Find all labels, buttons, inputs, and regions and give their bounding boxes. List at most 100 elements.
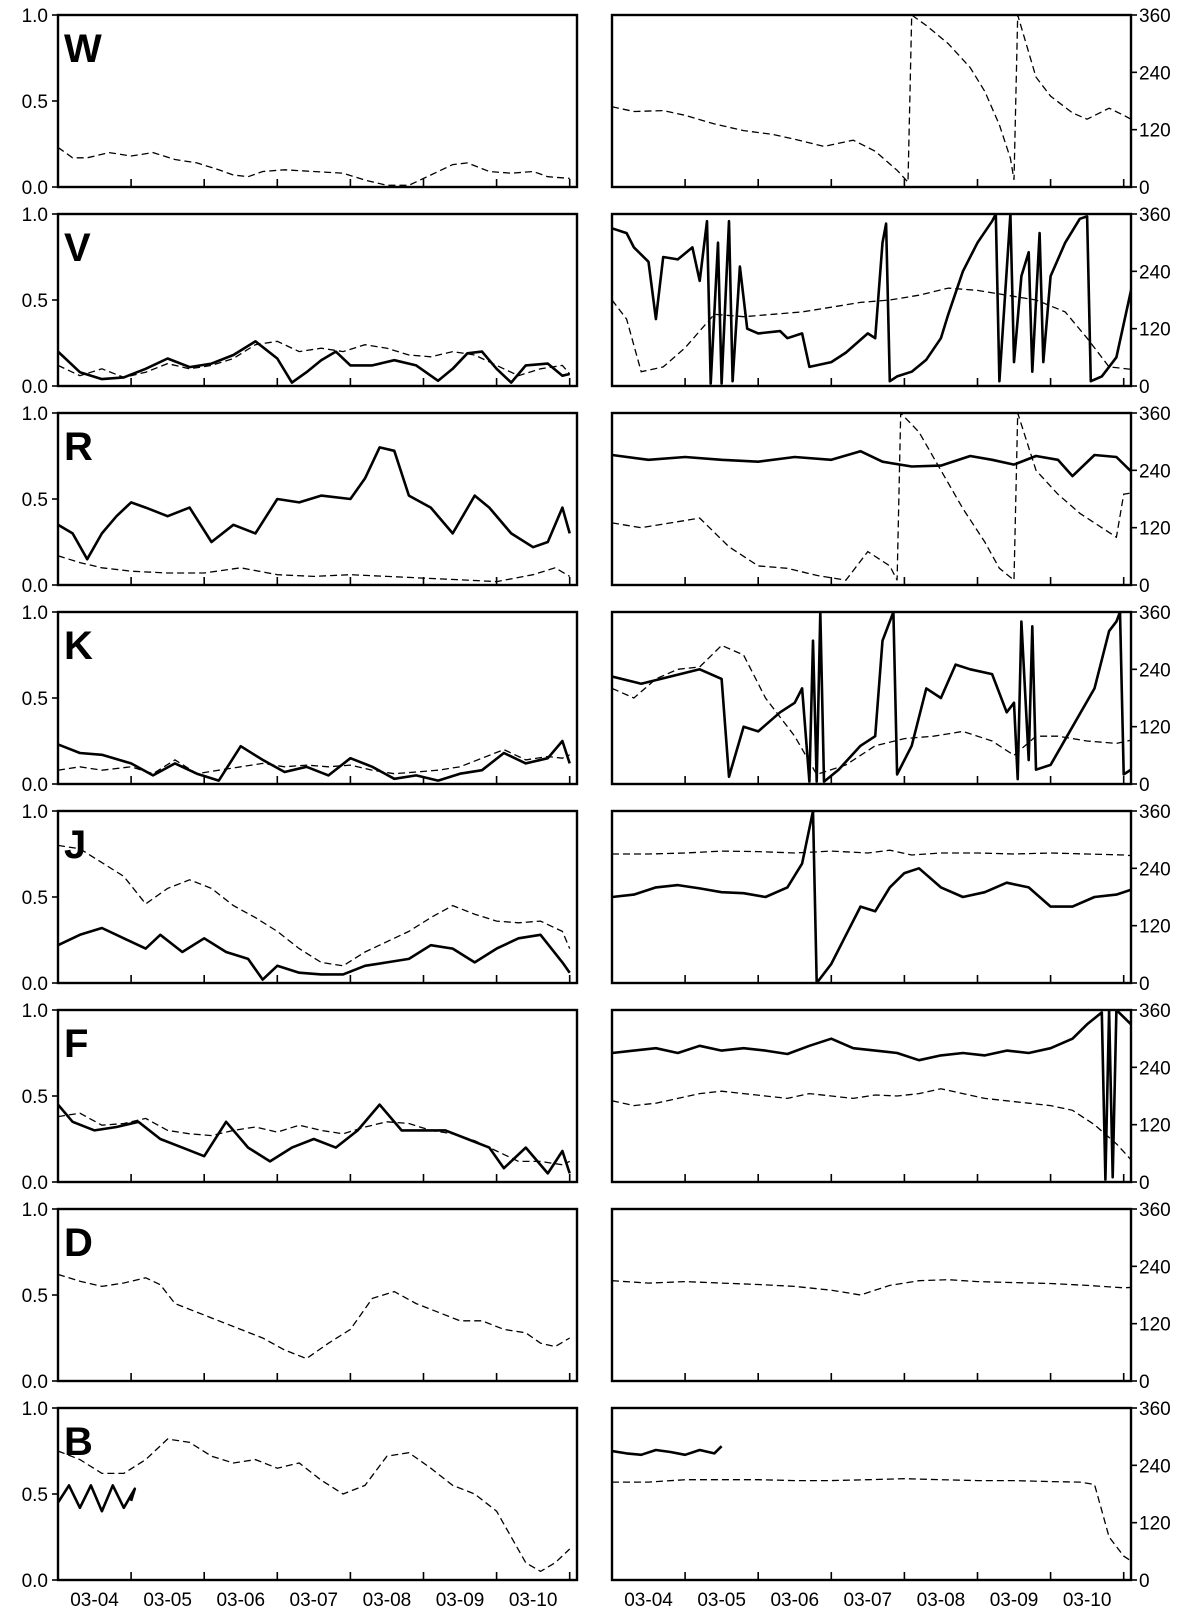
solid-series-left [58,446,571,561]
solid-series-right [612,214,1131,385]
right-y-tick-label: 360 [1139,1200,1171,1221]
right-panel-f: 0 120 240 360 [610,1001,1171,1194]
solid-series-right [612,612,1131,783]
x-tick-label-right: 03-07 [844,1590,893,1611]
right-y-tick-label: 240 [1139,1257,1171,1278]
right-panel-k: 0 120 240 360 [610,603,1171,796]
dashed-series-left [58,748,570,775]
right-y-tick-label: 360 [1139,603,1171,624]
right-panel-frame [610,809,1133,985]
left-y-tick-label: 0.0 [22,775,48,796]
panel-row-r: 0.0 0.5 1.0 R 0 120 240 360 [22,404,1171,597]
right-panel-d: 0 120 240 360 [610,1200,1171,1393]
right-panel-w: 0 120 240 360 [610,6,1171,199]
panel-label-f: F [64,1022,88,1066]
left-y-tick-label: 0.0 [22,576,48,597]
dashed-series-right [612,849,1131,857]
right-y-tick-label: 0 [1139,1173,1150,1194]
right-panel-frame [610,1008,1133,1184]
left-panel-f: 0.0 0.5 1.0 F [22,1001,579,1194]
panel-row-f: 0.0 0.5 1.0 F 0 120 240 360 [22,1001,1171,1194]
right-y-tick-label: 0 [1139,178,1150,199]
left-panel-k: 0.0 0.5 1.0 K [22,603,579,796]
left-y-tick-label: 0.5 [22,1286,48,1307]
dashed-series-left [58,844,571,967]
dashed-series-left [58,1273,571,1360]
right-y-tick-label: 0 [1139,775,1150,796]
left-y-tick-label: 1.0 [22,1399,48,1420]
left-y-tick-label: 0.5 [22,689,48,710]
panel-row-j: 0.0 0.5 1.0 J 0 120 240 360 [22,802,1171,995]
left-panel-b: 0.0 0.5 1.0 B [22,1399,579,1592]
right-y-tick-label: 240 [1139,859,1171,880]
dashed-series-right [612,1279,1131,1296]
right-y-tick-label: 360 [1139,404,1171,425]
right-panel-frame [610,1406,1133,1582]
dashed-series-right [612,644,1131,776]
x-tick-label-left: 03-05 [143,1590,192,1611]
right-y-tick-label: 0 [1139,576,1150,597]
x-axis-left: 03-04 03-05 03-06 03-07 03-08 03-09 03-10 [70,1590,557,1611]
right-panel-b: 0 120 240 360 [610,1399,1171,1592]
right-y-tick-label: 240 [1139,262,1171,283]
left-panel-d: 0.0 0.5 1.0 D [22,1200,579,1393]
right-y-tick-label: 0 [1139,1372,1150,1393]
right-y-tick-label: 360 [1139,6,1171,27]
panel-row-b: 0.0 0.5 1.0 B 0 120 240 360 [22,1399,1171,1592]
left-panel-frame [56,13,579,189]
right-y-tick-label: 240 [1139,461,1171,482]
panel-grid: 0.0 0.5 1.0 W 0 120 240 360 0.0 0.5 1.0 V 0 120 240 360… [22,6,1171,1592]
right-y-tick-label: 120 [1139,519,1171,540]
left-y-tick-label: 0.0 [22,1571,48,1592]
dashed-series-right [612,287,1131,373]
dashed-series-right [612,1478,1131,1562]
right-y-tick-label: 120 [1139,1315,1171,1336]
dashed-series-left [58,1112,570,1166]
dashed-series-right [612,413,1131,582]
solid-series-right [612,811,1131,983]
x-tick-label-right: 03-08 [917,1590,966,1611]
right-y-tick-label: 0 [1139,377,1150,398]
solid-series-right [612,449,1131,478]
panel-label-k: K [64,624,93,668]
left-y-tick-label: 0.0 [22,1173,48,1194]
left-y-tick-label: 1.0 [22,603,48,624]
right-panel-frame [610,411,1133,587]
left-y-tick-label: 1.0 [22,1200,48,1221]
left-panel-frame [56,411,579,587]
left-panel-frame [56,809,579,985]
right-panel-r: 0 120 240 360 [610,404,1171,597]
right-y-tick-label: 0 [1139,974,1150,995]
panel-row-k: 0.0 0.5 1.0 K 0 120 240 360 [22,603,1171,796]
left-y-tick-label: 1.0 [22,6,48,27]
right-panel-j: 0 120 240 360 [610,802,1171,995]
right-panel-frame [610,1207,1133,1383]
solid-series-left [58,340,570,384]
x-tick-label-right: 03-05 [697,1590,746,1611]
left-y-tick-label: 0.5 [22,92,48,113]
right-panel-v: 0 120 240 360 [610,205,1171,398]
x-axis-right: 03-04 03-05 03-06 03-07 03-08 03-09 03-10 [624,1590,1111,1611]
solid-series-right [612,1445,723,1457]
right-panel-frame [610,212,1133,388]
left-y-tick-label: 0.0 [22,377,48,398]
right-y-tick-label: 240 [1139,63,1171,84]
x-tick-label-left: 03-06 [216,1590,265,1611]
right-y-tick-label: 360 [1139,205,1171,226]
left-y-tick-label: 0.0 [22,1372,48,1393]
panel-label-j: J [64,823,86,867]
left-panel-v: 0.0 0.5 1.0 V [22,205,579,398]
x-tick-label-left: 03-07 [290,1590,339,1611]
panel-label-r: R [64,425,93,469]
panel-row-v: 0.0 0.5 1.0 V 0 120 240 360 [22,205,1171,398]
left-panel-frame [56,212,579,388]
solid-series-left [58,1484,137,1513]
left-y-tick-label: 1.0 [22,802,48,823]
left-panel-r: 0.0 0.5 1.0 R [22,404,579,597]
dashed-series-left [58,555,571,583]
right-y-tick-label: 360 [1139,1399,1171,1420]
dashed-series-right [612,15,1131,184]
panel-label-d: D [64,1221,93,1265]
solid-series-right [612,1010,1131,1181]
left-y-tick-label: 0.5 [22,1485,48,1506]
